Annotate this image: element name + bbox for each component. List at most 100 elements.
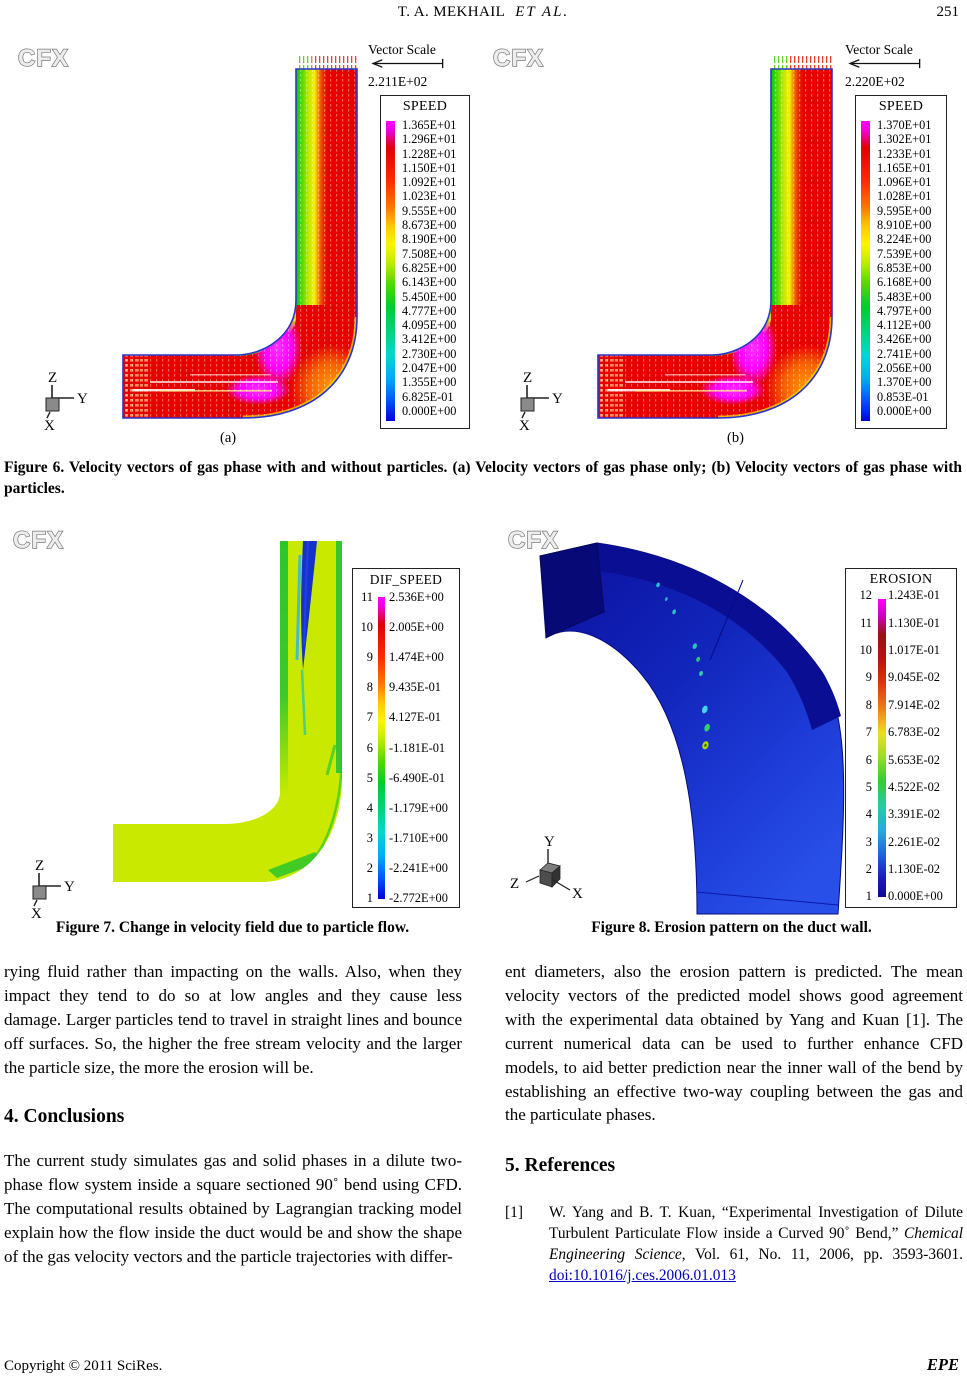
legend-value: 5.483E+00 — [877, 289, 932, 304]
cfx-logo: CFX — [17, 44, 69, 72]
legend-level-row: 7 4.127E-01 — [353, 703, 456, 733]
legend-level-row: 6 -1.181E-01 — [353, 733, 456, 763]
legend-level-value: 1.243E-01 — [888, 588, 940, 603]
legend-value: 7.539E+00 — [877, 246, 932, 261]
doi-link[interactable]: doi:10.1016/j.ces.2006.01.013 — [549, 1266, 736, 1284]
figure8-panel: CFX EROSION 12 1.243E-01 11 1.130E-01 — [500, 520, 963, 918]
reference-number: [1] — [505, 1204, 523, 1222]
legend-values: 1.365E+01 1.296E+01 1.228E+01 1.150E+01 1.09… — [402, 118, 467, 418]
legend-level-row: 1 0.000E+00 — [846, 883, 953, 910]
svg-text:CFX: CFX — [13, 527, 64, 554]
legend-level-row: 10 2.005E+00 — [353, 612, 456, 642]
body-paragraph: The current study simulates gas and soli… — [4, 1151, 462, 1267]
legend-level-number: 4 — [366, 800, 373, 815]
legend-value: 1.092E+01 — [402, 175, 457, 190]
legend-level-row: 8 9.435E-01 — [353, 673, 456, 703]
legend-value: 6.825E+00 — [402, 260, 457, 275]
legend-level-value: 3.391E-02 — [888, 807, 940, 822]
legend-level-row: 2 -2.241E+00 — [353, 854, 456, 884]
legend-level-number: 8 — [865, 697, 872, 712]
legend-level-row: 1 -2.772E+00 — [353, 884, 456, 914]
legend-title: EROSION — [869, 572, 933, 587]
legend-colorbar — [861, 121, 870, 421]
axes-icon — [513, 368, 583, 432]
legend-colorbar — [878, 599, 886, 897]
section-heading-conclusions: 4. Conclusions — [4, 1105, 125, 1127]
legend-level-row: 8 7.914E-02 — [846, 692, 953, 719]
legend-levels: 12 1.243E-01 11 1.130E-01 10 1.017E-01 — [846, 582, 953, 911]
legend-level-value: -1.179E+00 — [389, 800, 448, 815]
legend-level-value: -1.181E-01 — [389, 740, 446, 755]
legend-value: 4.797E+00 — [877, 303, 932, 318]
vector-scale-value: 2.211E+02 — [368, 74, 428, 89]
legend-level-number: 2 — [366, 861, 373, 876]
legend-level-number: 6 — [366, 740, 373, 755]
legend-level-number: 12 — [859, 588, 872, 603]
legend-value: 4.777E+00 — [402, 303, 457, 318]
legend-level-number: 10 — [859, 642, 872, 657]
figure7-panel: CFX DIF_SPEED 11 2.536E+00 10 2.005E+00 — [5, 520, 460, 918]
running-title-etal: ET AL. — [515, 4, 570, 20]
legend-level-number: 1 — [366, 891, 373, 906]
vector-scale-value: 2.220E+02 — [845, 74, 905, 89]
vector-scale-arrow-icon — [368, 57, 456, 70]
legend-levels: 11 2.536E+00 10 2.005E+00 9 1.474E+00 — [353, 582, 456, 914]
legend-value: 6.168E+00 — [877, 275, 932, 290]
subfigure-label-a: (a) — [220, 430, 237, 446]
legend-value: 1.023E+01 — [402, 189, 457, 204]
legend-level-row: 9 9.045E-02 — [846, 664, 953, 691]
legend-level-value: 1.017E-01 — [888, 642, 940, 657]
legend-value: 6.143E+00 — [402, 275, 457, 290]
legend-title: DIF_SPEED — [369, 572, 443, 587]
figure7-caption: Figure 7. Change in velocity field due t… — [55, 919, 410, 936]
legend-value: 8.190E+00 — [402, 232, 457, 247]
reference-pre: W. Yang and B. T. Kuan, “Experimental In… — [549, 1204, 963, 1243]
legend-level-value: 2.536E+00 — [389, 589, 444, 604]
vector-scale-label: Vector Scale — [845, 42, 913, 57]
legend-value: 2.741E+00 — [877, 346, 932, 361]
legend-level-number: 6 — [865, 752, 872, 767]
legend-level-value: 5.653E-02 — [888, 752, 940, 767]
legend-level-value: 4.127E-01 — [389, 710, 441, 725]
legend-level-number: 11 — [361, 589, 373, 604]
journal-abbrev: EPE — [926, 1355, 959, 1374]
running-head: T. A. MEKHAIL ET AL. — [0, 4, 967, 21]
figure8-caption: Figure 8. Erosion pattern on the duct wa… — [591, 919, 872, 936]
cfx-logo: CFX — [12, 526, 64, 554]
legend-level-row: 2 1.130E-02 — [846, 856, 953, 883]
legend-level-row: 3 2.261E-02 — [846, 829, 953, 856]
speed-legend: SPEED 1.370E+01 1.302E+01 1.233E+01 1.165E+… — [855, 95, 947, 429]
speed-legend: SPEED 1.365E+01 1.296E+01 1.228E+01 1.150E+… — [380, 95, 470, 429]
legend-level-row: 11 1.130E-01 — [846, 609, 953, 636]
legend-value: 6.853E+00 — [877, 260, 932, 275]
svg-text:CFX: CFX — [18, 45, 69, 72]
legend-level-value: 4.522E-02 — [888, 779, 940, 794]
legend-values: 1.370E+01 1.302E+01 1.233E+01 1.165E+01 1.09… — [877, 118, 944, 418]
legend-value: 1.228E+01 — [402, 146, 457, 161]
legend-level-row: 9 1.474E+00 — [353, 642, 456, 672]
legend-value: 0.000E+00 — [402, 403, 457, 418]
legend-colorbar — [378, 597, 385, 899]
legend-value: 9.595E+00 — [877, 203, 932, 218]
figure6-panel-a: CFX Vector Scale 2.211E+02 SPEED 1.365E+… — [10, 38, 472, 446]
legend-value: 1.370E+01 — [877, 118, 932, 132]
legend-level-row: 11 2.536E+00 — [353, 582, 456, 612]
body-paragraph: rying fluid rather than impacting on the… — [4, 962, 462, 1077]
legend-value: 4.112E+00 — [877, 318, 931, 333]
legend-value: 6.825E-01 — [402, 389, 454, 404]
legend-value: 2.730E+00 — [402, 346, 457, 361]
legend-value: 1.233E+01 — [877, 146, 932, 161]
legend-level-number: 7 — [865, 725, 872, 740]
legend-level-number: 4 — [865, 807, 872, 822]
vector-scale-label: Vector Scale — [368, 42, 436, 57]
svg-text:CFX: CFX — [508, 527, 559, 554]
legend-level-row: 3 -1.710E+00 — [353, 824, 456, 854]
legend-level-value: 7.914E-02 — [888, 697, 940, 712]
figure6-panel-b: CFX Vector Scale 2.220E+02 SPEED 1.370E+… — [485, 38, 963, 446]
left-column: rying fluid rather than impacting on the… — [4, 960, 462, 1269]
legend-title: SPEED — [402, 99, 448, 114]
legend-level-row: 10 1.017E-01 — [846, 637, 953, 664]
legend-level-row: 12 1.243E-01 — [846, 582, 953, 609]
right-column: ent diameters, also the erosion pattern … — [505, 960, 963, 1287]
legend-value: 2.056E+00 — [877, 361, 932, 376]
